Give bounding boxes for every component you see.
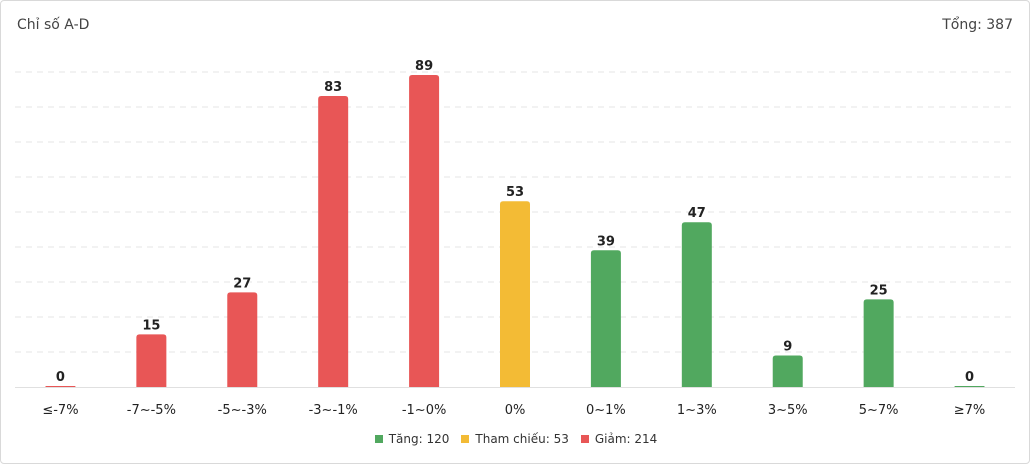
x-tick-label: 1~3% [677, 403, 717, 418]
x-tick-label: 0~1% [586, 403, 626, 418]
bar-value-label: 47 [688, 206, 706, 221]
bar-value-label: 25 [870, 283, 888, 298]
x-tick-label: -1~0% [402, 403, 446, 418]
legend-item[interactable]: Giảm: 214 [580, 432, 658, 446]
total-count: Tổng: 387 [942, 17, 1013, 33]
bar-value-label: 9 [783, 339, 792, 354]
bar [954, 386, 985, 387]
bar [227, 292, 258, 387]
x-tick-label: -3~-1% [309, 403, 358, 418]
x-tick-label: -5~-3% [218, 403, 267, 418]
x-tick-label: -7~-5% [127, 403, 176, 418]
bar [318, 96, 349, 388]
chart-title: Chỉ số A-D [17, 17, 90, 33]
bar [772, 355, 803, 387]
legend-swatch [580, 435, 589, 443]
legend-label: Tham chiếu: 53 [475, 432, 569, 446]
legend-item[interactable]: Tham chiếu: 53 [461, 432, 569, 446]
bar-value-label: 39 [597, 234, 615, 249]
bar [45, 386, 76, 387]
x-tick-label: 3~5% [768, 403, 808, 418]
legend-label: Tăng: 120 [388, 432, 450, 446]
x-tick-label: 0% [505, 403, 526, 418]
bar-value-label: 53 [506, 185, 524, 200]
bar [136, 334, 167, 387]
legend-swatch [461, 435, 470, 443]
legend-label: Giảm: 214 [594, 432, 658, 446]
bar-value-label: 0 [56, 370, 65, 385]
bar-value-label: 83 [324, 80, 342, 95]
bar [681, 222, 712, 387]
legend: Tăng: 120 Tham chiếu: 53 Giảm: 214 [1, 432, 1030, 446]
bar-value-label: 15 [142, 318, 160, 333]
x-tick-label: 5~7% [859, 403, 899, 418]
x-tick-label: ≥7% [954, 403, 986, 418]
bar-value-label: 27 [233, 276, 251, 291]
bar [863, 299, 894, 387]
bar-chart: 0 ≤-7% 15 -7~-5% 27 -5~-3% 83 -3~-1% 89 -1~0% 53 0%… [15, 59, 1015, 418]
bar-value-label: 89 [415, 59, 433, 74]
bar [500, 201, 530, 387]
legend-swatch [374, 435, 383, 443]
bar [590, 250, 621, 387]
legend-item[interactable]: Tăng: 120 [374, 432, 450, 446]
x-tick-label: ≤-7% [42, 403, 78, 418]
bar-value-label: 0 [965, 370, 974, 385]
bar [409, 75, 440, 387]
